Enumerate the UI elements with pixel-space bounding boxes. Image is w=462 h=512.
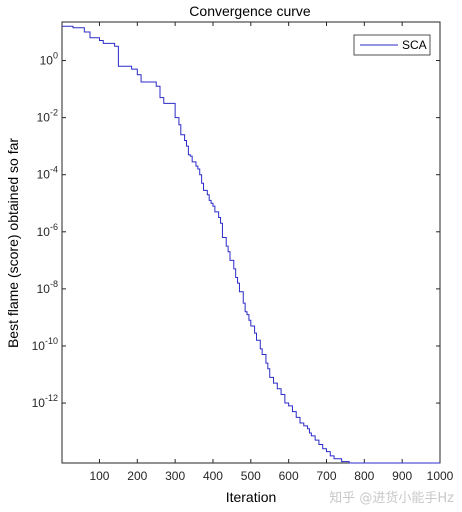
watermark: 知乎 @进货小能手Hz [329,491,454,506]
legend: SCA [353,34,431,56]
x-tick-label: 700 [316,469,336,483]
y-tick-label: 10-6 [37,222,58,239]
x-axis-label: Iteration [226,489,277,505]
x-tick-label: 100 [89,469,109,483]
x-tick-label: 500 [241,469,261,483]
y-axis-ticks: 100 10-2 10-4 10-6 10-8 10-10 10-12 [32,51,440,410]
plot-area [61,21,441,464]
y-tick-label: 10-4 [37,165,58,182]
legend-label-sca: SCA [402,38,427,52]
x-tick-label: 800 [354,469,374,483]
x-tick-label: 400 [203,469,223,483]
y-axis-label: Best flame (score) obtained so far [5,138,21,348]
y-tick-label: 10-12 [32,393,58,410]
y-tick-label: 10-2 [37,108,58,125]
y-tick-label: 10-8 [37,279,58,296]
chart-title: Convergence curve [189,3,311,19]
x-tick-label: 300 [165,469,185,483]
y-tick-label: 100 [40,51,58,68]
x-tick-label: 900 [392,469,412,483]
x-axis-ticks: 100 200 300 400 500 600 700 800 900 1000 [89,22,454,483]
x-tick-label: 600 [279,469,299,483]
series-line-sca [62,25,440,464]
x-tick-label: 200 [127,469,147,483]
y-tick-label: 10-10 [32,336,58,353]
x-tick-label: 1000 [427,469,454,483]
